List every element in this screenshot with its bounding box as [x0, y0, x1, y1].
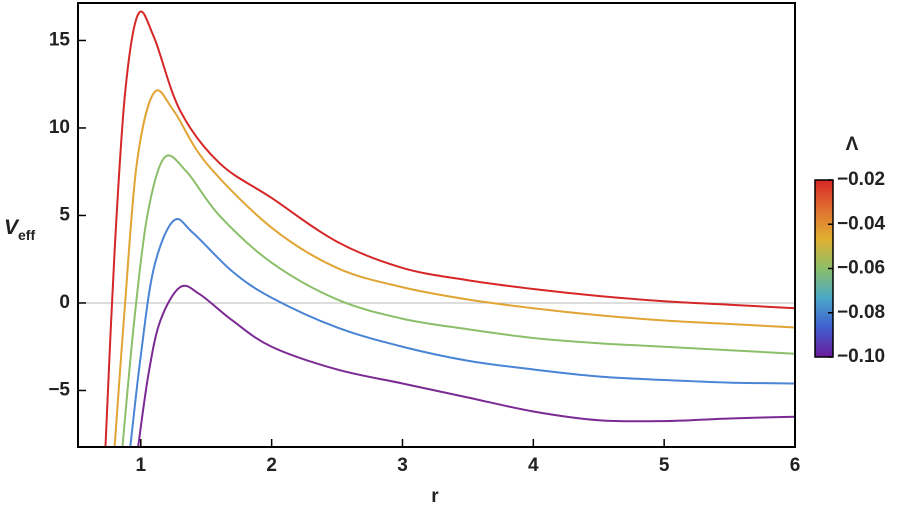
data-line	[121, 154, 795, 447]
data-line	[137, 284, 795, 447]
y-axis-label-subscript: eff	[18, 227, 35, 243]
x-tick-label: 5	[659, 455, 670, 476]
plot-lines	[104, 10, 795, 447]
x-tick-label: 1	[136, 455, 147, 476]
y-tick-label: 10	[49, 117, 70, 138]
x-tick-label: 3	[397, 455, 408, 476]
data-line	[104, 10, 795, 447]
x-tick-label: 6	[790, 455, 801, 476]
y-tick-label: 5	[59, 204, 70, 225]
colorbar-tick-label: −0.04	[837, 213, 886, 234]
y-tick-label: 15	[49, 29, 71, 50]
y-axis-label: Veff	[4, 216, 35, 243]
y-axis-label-main: V	[4, 216, 20, 239]
colorbar-tick-label: −0.10	[837, 346, 885, 367]
colorbar-tick-label: −0.08	[837, 302, 885, 323]
x-axis-label: r	[431, 486, 439, 507]
y-tick-label: 0	[59, 292, 70, 313]
colorbar-tick-label: −0.02	[837, 169, 885, 190]
data-line	[129, 217, 795, 447]
colorbar-title: Λ	[846, 134, 859, 155]
x-tick-label: 4	[528, 455, 539, 476]
x-tick-label: 2	[266, 455, 277, 476]
colorbar-tick-label: −0.06	[837, 258, 885, 279]
data-line	[113, 89, 795, 447]
plot-frame	[77, 2, 796, 448]
y-tick-label: −5	[48, 379, 70, 400]
